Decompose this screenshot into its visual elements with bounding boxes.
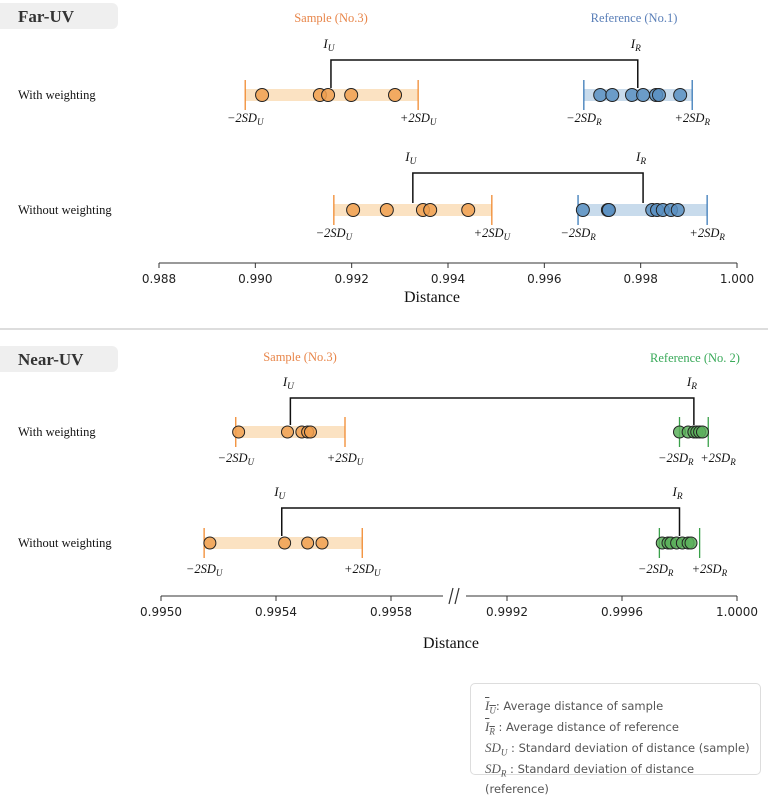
sample-mean-label: IU <box>282 374 295 392</box>
reference-data-point <box>601 203 616 217</box>
sample-title: Sample (No.3) <box>294 11 368 25</box>
legend: IU: Average distance of sample IR : Aver… <box>470 683 761 796</box>
x-tick-label: 0.994 <box>431 272 465 286</box>
reference-minus-2sd-label: −2SDR <box>560 226 596 242</box>
sample-plus-2sd-label: +2SDU <box>327 451 364 467</box>
x-tick-label: 1.000 <box>720 272 754 286</box>
reference-plus-2sd-label: +2SDR <box>692 562 728 578</box>
x-tick-label: 0.9992 <box>486 605 528 619</box>
reference-data-point <box>673 88 688 102</box>
figure: Far-UV Sample (No.3) Reference (No.1) With … <box>0 3 768 652</box>
sample-data-point <box>255 88 270 102</box>
sample-plus-2sd-label: +2SDU <box>344 562 381 578</box>
sample-sd-band <box>333 204 492 216</box>
reference-data-point <box>684 536 698 550</box>
sample-data-point <box>278 536 292 550</box>
reference-data-point <box>670 203 685 217</box>
x-tick-label: 0.988 <box>142 272 176 286</box>
reference-title: Reference (No. 2) <box>650 351 740 365</box>
legend-symbol: SDU <box>485 740 508 758</box>
x-tick-label: 0.9954 <box>255 605 297 619</box>
sample-minus-2sd-label: −2SDU <box>227 111 264 127</box>
x-axis-label: Distance <box>404 289 460 306</box>
x-tick-label: 0.990 <box>238 272 272 286</box>
reference-plus-2sd-label: +2SDR <box>700 451 736 467</box>
x-tick-label: 1.0000 <box>716 605 758 619</box>
legend-symbol: IR <box>485 719 495 737</box>
panel-badge <box>0 3 118 29</box>
panel-badge <box>0 346 118 372</box>
sample-minus-2sd-label: −2SDU <box>186 562 223 578</box>
x-tick-label: 0.9950 <box>140 605 182 619</box>
x-tick-label: 0.998 <box>623 272 657 286</box>
legend-symbol: SDR <box>485 761 507 779</box>
reference-minus-2sd-label: −2SDR <box>566 111 602 127</box>
row-label: Without weighting <box>18 536 112 550</box>
axis-break-mark <box>454 587 460 605</box>
legend-text: : Average distance of sample <box>495 699 664 713</box>
axis-break-mark <box>448 587 454 605</box>
sample-data-point <box>423 203 438 217</box>
mean-bracket <box>330 59 639 88</box>
reference-data-point <box>636 88 651 102</box>
legend-item: SDU : Standard deviation of distance (sa… <box>485 740 760 761</box>
reference-data-point <box>575 203 590 217</box>
sample-title: Sample (No.3) <box>263 350 337 364</box>
sample-mean-label: IU <box>404 149 417 167</box>
x-tick-label: 0.992 <box>334 272 368 286</box>
mean-bracket <box>289 397 695 425</box>
reference-minus-2sd-label: −2SDR <box>638 562 674 578</box>
sample-data-point <box>315 536 329 550</box>
x-tick-label: 0.9958 <box>370 605 412 619</box>
reference-minus-2sd-label: −2SDR <box>658 451 694 467</box>
reference-data-point <box>605 88 620 102</box>
sample-plus-2sd-label: +2SDU <box>474 226 511 242</box>
x-tick-label: 0.9996 <box>601 605 643 619</box>
mean-bracket <box>412 172 644 203</box>
panel-title: Near-UV <box>18 350 84 369</box>
sample-mean-label: IU <box>273 484 286 502</box>
x-axis-label: Distance <box>423 635 479 652</box>
sample-data-point <box>388 88 403 102</box>
reference-title: Reference (No.1) <box>591 11 678 25</box>
x-tick-label: 0.996 <box>527 272 561 286</box>
legend-item: IR : Average distance of reference <box>485 719 760 740</box>
reference-mean-label: IR <box>630 36 641 54</box>
sample-data-point <box>379 203 394 217</box>
sample-data-point <box>203 536 217 550</box>
reference-mean-label: IR <box>671 484 682 502</box>
reference-data-point <box>593 88 608 102</box>
legend-text: : Average distance of reference <box>494 720 679 735</box>
panel-title: Far-UV <box>18 7 75 26</box>
sample-plus-2sd-label: +2SDU <box>400 111 437 127</box>
sample-data-point <box>321 88 336 102</box>
row-label: Without weighting <box>18 203 112 217</box>
reference-plus-2sd-label: +2SDR <box>674 111 710 127</box>
sample-minus-2sd-label: −2SDU <box>316 226 353 242</box>
reference-plus-2sd-label: +2SDR <box>689 226 725 242</box>
legend-text: : Standard deviation of distance (sample… <box>507 741 750 756</box>
row-label: With weighting <box>18 88 96 102</box>
reference-data-point <box>696 425 709 439</box>
sample-data-point <box>281 425 294 439</box>
legend-symbol: IU <box>485 698 496 716</box>
reference-sd-band <box>578 204 708 216</box>
reference-mean-label: IR <box>686 374 697 392</box>
sample-data-point <box>461 203 476 217</box>
sample-minus-2sd-label: −2SDU <box>218 451 255 467</box>
reference-data-point <box>651 88 666 102</box>
legend-text: : Standard deviation of distance (refere… <box>485 762 695 797</box>
row-label: With weighting <box>18 425 96 439</box>
legend-item: IU: Average distance of sample <box>485 698 760 719</box>
mean-bracket <box>281 507 681 536</box>
sample-mean-label: IU <box>322 36 335 54</box>
sample-data-point <box>304 425 317 439</box>
sample-data-point <box>232 425 246 439</box>
reference-mean-label: IR <box>635 149 646 167</box>
sample-data-point <box>301 536 315 550</box>
sample-data-point <box>344 88 359 102</box>
sample-data-point <box>346 203 361 217</box>
